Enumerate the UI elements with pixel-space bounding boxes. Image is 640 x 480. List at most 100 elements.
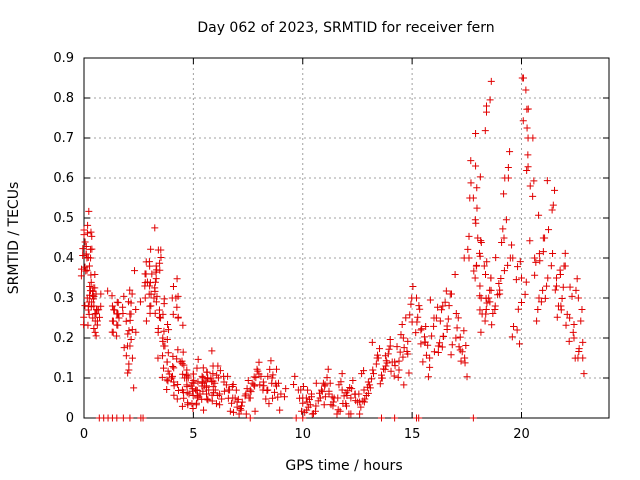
data-point bbox=[473, 184, 481, 192]
data-point bbox=[476, 173, 484, 181]
data-point bbox=[439, 302, 447, 310]
data-point bbox=[189, 405, 197, 413]
data-point bbox=[553, 313, 561, 321]
data-point bbox=[163, 386, 171, 394]
data-point bbox=[454, 314, 462, 322]
data-point bbox=[541, 234, 549, 242]
data-point bbox=[208, 347, 216, 355]
data-point bbox=[211, 386, 219, 394]
data-point bbox=[245, 394, 253, 402]
data-point bbox=[483, 108, 490, 116]
data-point bbox=[325, 387, 333, 395]
data-point bbox=[463, 373, 471, 381]
data-point bbox=[114, 321, 122, 329]
data-point bbox=[372, 360, 380, 368]
data-point bbox=[151, 309, 159, 317]
data-point bbox=[320, 401, 328, 409]
data-point bbox=[156, 266, 164, 274]
data-point bbox=[80, 313, 88, 321]
data-point bbox=[460, 254, 468, 262]
data-point bbox=[329, 402, 337, 410]
data-point bbox=[492, 254, 500, 262]
data-point bbox=[246, 386, 254, 394]
data-point bbox=[174, 346, 182, 354]
data-point bbox=[182, 371, 190, 379]
data-point bbox=[214, 362, 222, 370]
data-point bbox=[356, 410, 364, 418]
data-point bbox=[419, 358, 427, 366]
data-point bbox=[579, 338, 587, 346]
data-point bbox=[366, 384, 374, 392]
data-point bbox=[160, 327, 168, 335]
data-point bbox=[541, 294, 549, 302]
data-point bbox=[299, 399, 307, 407]
data-point bbox=[173, 355, 181, 363]
data-point bbox=[406, 311, 414, 319]
data-point bbox=[526, 182, 534, 190]
data-point bbox=[274, 379, 282, 387]
data-point bbox=[250, 373, 258, 381]
data-point bbox=[374, 354, 382, 362]
data-point bbox=[169, 282, 177, 290]
data-point bbox=[553, 282, 560, 290]
data-point bbox=[237, 406, 245, 414]
y-tick-label: 0.6 bbox=[53, 171, 74, 186]
data-point bbox=[338, 386, 346, 394]
data-point bbox=[132, 328, 140, 336]
data-point bbox=[146, 279, 154, 287]
data-point bbox=[486, 96, 494, 104]
data-point bbox=[518, 74, 526, 82]
data-point bbox=[370, 370, 378, 378]
data-point bbox=[204, 396, 212, 404]
data-point bbox=[360, 367, 368, 375]
data-point bbox=[534, 306, 542, 314]
data-point bbox=[543, 177, 551, 185]
data-point bbox=[580, 370, 588, 378]
data-point bbox=[549, 250, 557, 258]
data-point bbox=[524, 151, 532, 159]
data-point bbox=[200, 406, 208, 414]
data-point bbox=[530, 177, 538, 185]
data-point bbox=[248, 379, 256, 387]
data-point bbox=[499, 225, 507, 233]
data-point bbox=[93, 306, 101, 314]
data-point bbox=[319, 379, 327, 387]
data-point bbox=[228, 399, 236, 407]
data-point bbox=[87, 278, 95, 286]
data-point bbox=[368, 338, 376, 346]
data-point bbox=[81, 238, 89, 246]
data-point bbox=[471, 216, 479, 224]
data-point bbox=[156, 259, 164, 267]
data-point bbox=[523, 124, 531, 132]
data-point bbox=[568, 292, 576, 300]
data-point bbox=[553, 274, 560, 282]
data-point bbox=[378, 374, 386, 382]
y-tick-label: 0 bbox=[66, 411, 74, 426]
x-tick-label: 20 bbox=[513, 427, 530, 442]
data-point bbox=[448, 341, 456, 349]
data-point bbox=[443, 326, 451, 334]
data-point bbox=[164, 377, 172, 385]
data-point bbox=[531, 271, 539, 279]
data-point bbox=[434, 342, 442, 350]
data-point bbox=[428, 332, 436, 340]
data-point bbox=[522, 86, 530, 94]
data-point bbox=[173, 395, 181, 403]
data-point bbox=[535, 294, 543, 302]
data-point bbox=[160, 300, 168, 308]
data-point bbox=[522, 278, 530, 286]
data-point bbox=[218, 395, 226, 403]
data-point bbox=[486, 298, 494, 306]
data-point bbox=[85, 262, 93, 270]
data-point bbox=[404, 350, 412, 358]
data-point bbox=[84, 221, 92, 229]
data-point bbox=[157, 314, 165, 322]
data-point bbox=[87, 245, 95, 253]
data-point bbox=[308, 393, 315, 401]
y-tick-label: 0.8 bbox=[53, 91, 74, 106]
data-point bbox=[141, 294, 149, 302]
y-tick-label: 0.5 bbox=[53, 211, 74, 226]
data-point bbox=[481, 127, 489, 135]
data-point bbox=[496, 286, 504, 294]
data-point bbox=[544, 274, 552, 282]
